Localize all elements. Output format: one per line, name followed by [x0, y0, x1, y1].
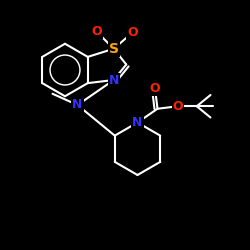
Text: N: N [132, 116, 143, 129]
Text: N: N [72, 98, 83, 112]
Text: O: O [150, 82, 160, 95]
Text: O: O [173, 100, 183, 113]
Text: O: O [127, 26, 138, 39]
Text: O: O [91, 25, 102, 38]
Text: N: N [108, 74, 119, 86]
Text: S: S [109, 42, 119, 56]
